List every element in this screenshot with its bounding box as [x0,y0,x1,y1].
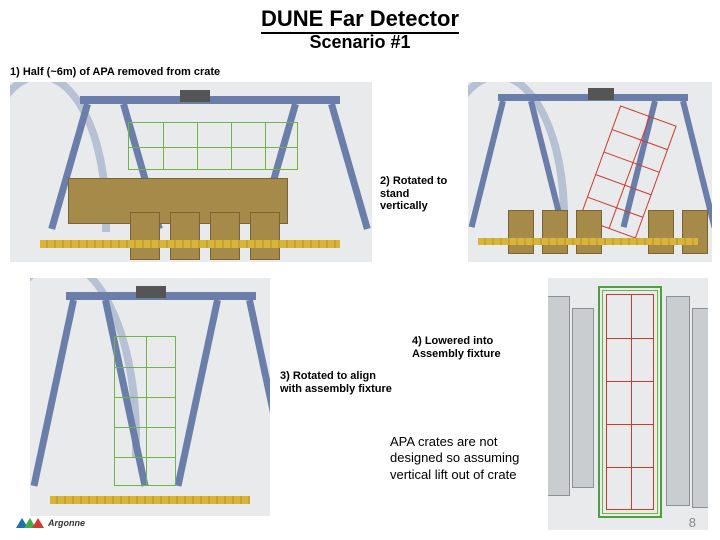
caption-step4: 4) Lowered into Assembly fixture [412,335,522,360]
render-panel-2 [468,82,712,262]
caption-step1: 1) Half (~6m) of APA removed from crate [10,66,220,79]
argonne-logo: Argonne [14,516,85,530]
caption-step2: 2) Rotated to stand vertically [380,175,460,213]
page-title-sub: Scenario #1 [0,32,720,53]
render-panel-4 [548,278,708,530]
page-number: 8 [689,515,696,530]
note-text: APA crates are not designed so assuming … [390,434,540,483]
render-panel-1 [10,82,372,262]
render-panel-3 [30,278,270,516]
argonne-logo-text: Argonne [48,518,85,528]
page-title-main: DUNE Far Detector [261,6,459,34]
caption-step3: 3) Rotated to align with assembly fixtur… [280,370,400,395]
